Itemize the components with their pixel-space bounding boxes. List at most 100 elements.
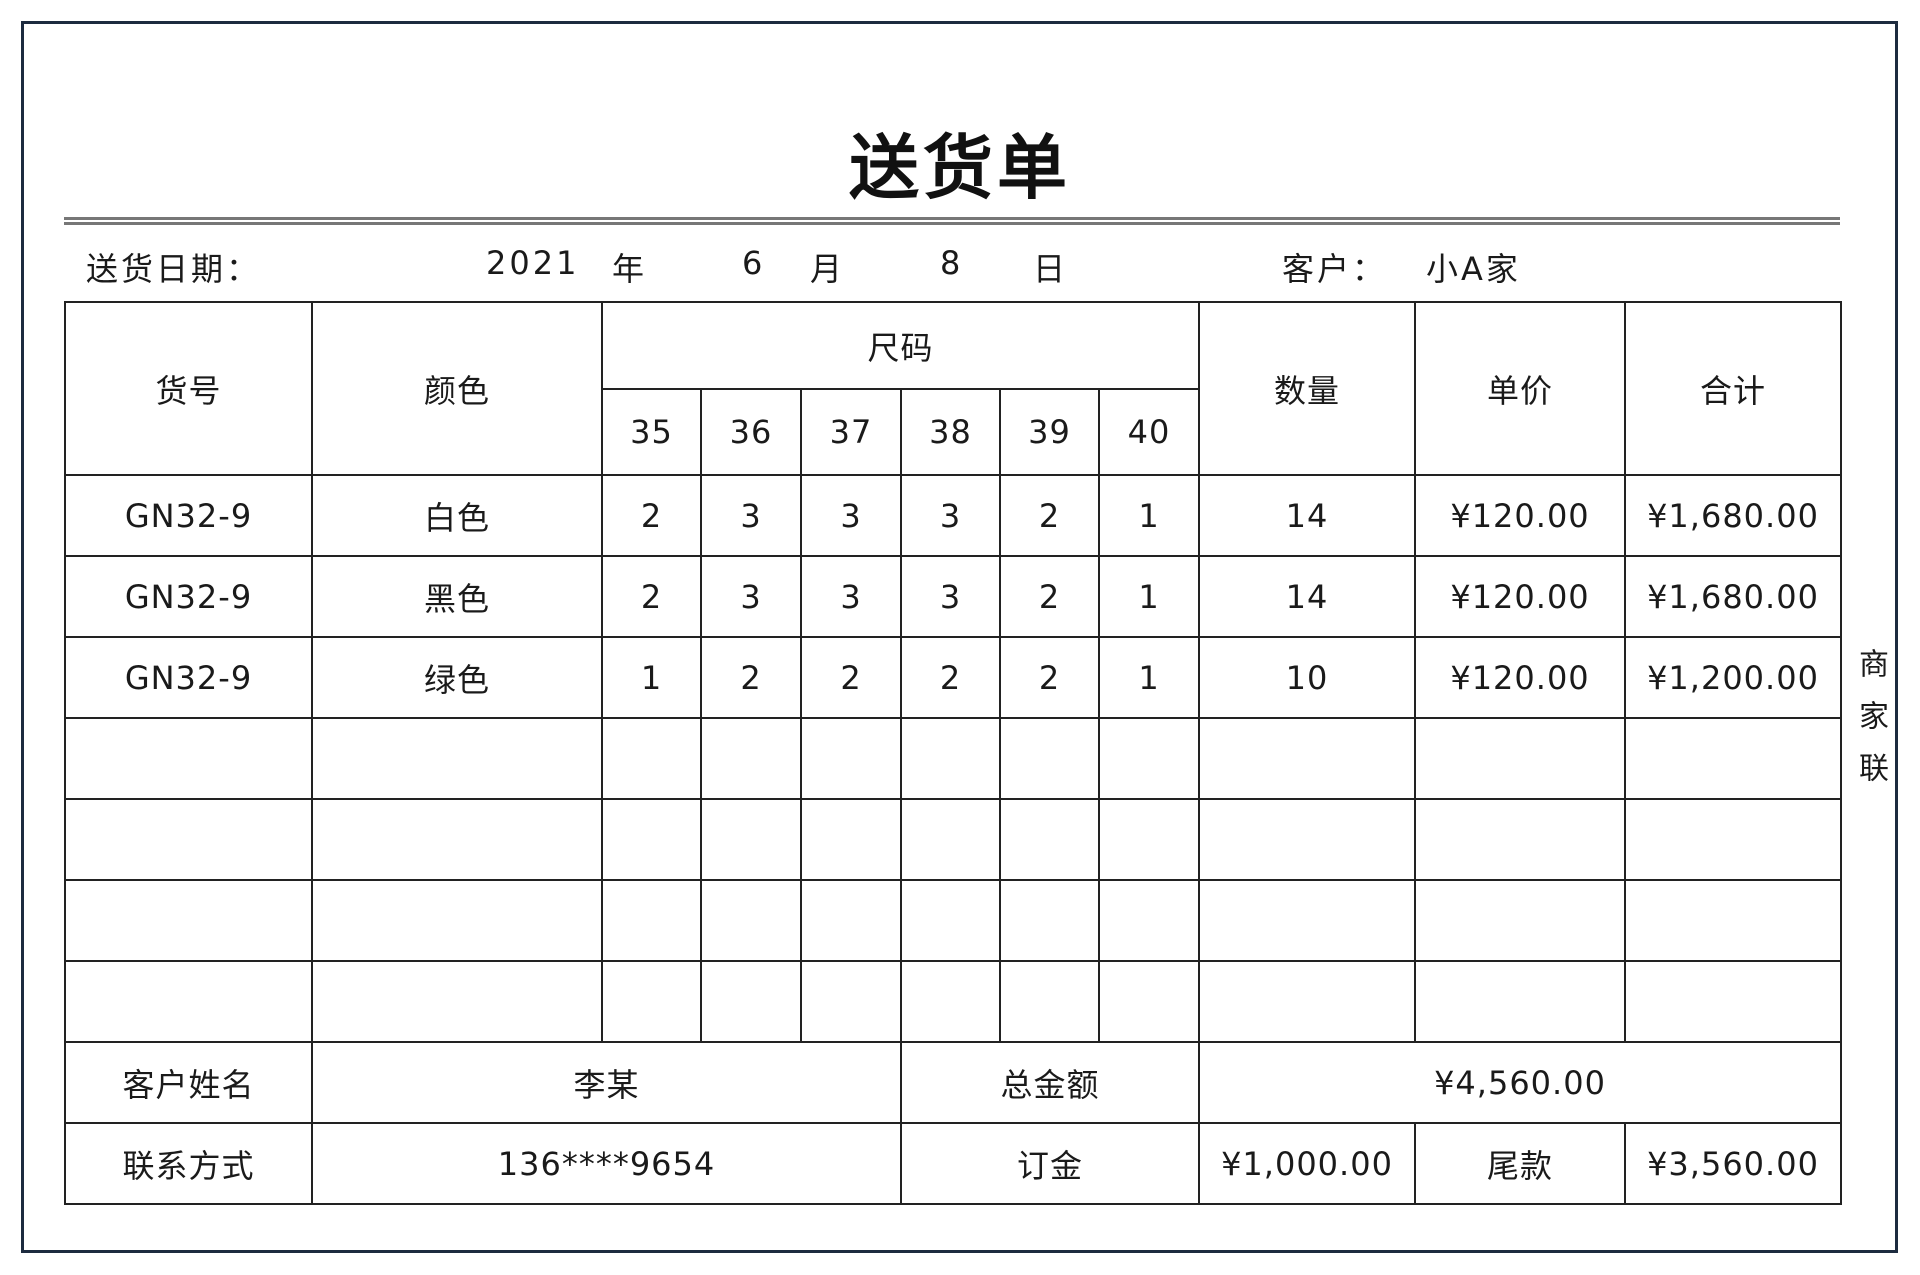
quantity-cell <box>1198 798 1416 881</box>
total-amount: ¥4,560.00 <box>1198 1041 1842 1124</box>
size-qty-cell <box>1098 798 1200 881</box>
quantity-cell: 10 <box>1198 636 1416 719</box>
total-amount-label: 总金额 <box>900 1041 1200 1124</box>
customer-label: 客户： <box>1282 250 1388 288</box>
size-qty-cell <box>700 717 802 800</box>
balance-label: 尾款 <box>1414 1122 1626 1205</box>
size-qty-cell <box>700 879 802 962</box>
quantity-cell <box>1198 960 1416 1043</box>
header-color: 颜色 <box>311 301 603 476</box>
size-qty-cell: 3 <box>700 474 802 557</box>
table-row: GN32-9 白色 2 3 3 3 2 1 14 ¥120.00 ¥1,680.00 <box>64 474 1842 557</box>
item-no-cell <box>64 717 313 800</box>
size-qty-cell: 2 <box>999 474 1100 557</box>
size-qty-cell <box>601 717 702 800</box>
size-37: 37 <box>800 388 902 476</box>
size-qty-cell: 3 <box>900 474 1001 557</box>
size-qty-cell <box>601 960 702 1043</box>
title-divider-second <box>64 222 1840 225</box>
size-qty-cell: 1 <box>1098 636 1200 719</box>
empty-table-row <box>64 798 1842 881</box>
date-month: 6 <box>742 244 766 282</box>
date-label: 送货日期： <box>86 250 262 288</box>
item-no-cell <box>64 879 313 962</box>
total-cell <box>1624 798 1842 881</box>
size-qty-cell <box>1098 717 1200 800</box>
quantity-cell <box>1198 717 1416 800</box>
contact-label: 联系方式 <box>64 1122 313 1205</box>
total-cell <box>1624 717 1842 800</box>
size-qty-cell <box>800 798 902 881</box>
page-title: 送货单 <box>849 127 1071 209</box>
size-qty-cell: 2 <box>999 636 1100 719</box>
size-qty-cell: 3 <box>900 555 1001 638</box>
unit-price-cell: ¥120.00 <box>1414 636 1626 719</box>
total-cell <box>1624 879 1842 962</box>
quantity-cell: 14 <box>1198 555 1416 638</box>
color-cell <box>311 798 603 881</box>
size-qty-cell <box>800 960 902 1043</box>
unit-price-cell <box>1414 879 1626 962</box>
size-qty-cell: 3 <box>700 555 802 638</box>
size-40: 40 <box>1098 388 1200 476</box>
size-qty-cell: 2 <box>999 555 1100 638</box>
delivery-table: 货号 颜色 尺码 数量 单价 合计 35 36 37 38 39 40 GN32… <box>64 301 1842 1205</box>
footer-row-2: 联系方式 136****9654 订金 ¥1,000.00 尾款 ¥3,560.… <box>64 1122 1842 1205</box>
size-qty-cell: 2 <box>601 474 702 557</box>
size-qty-cell: 3 <box>800 555 902 638</box>
table-row: GN32-9 黑色 2 3 3 3 2 1 14 ¥120.00 ¥1,680.00 <box>64 555 1842 638</box>
footer-row-1: 客户姓名 李某 总金额 ¥4,560.00 <box>64 1041 1842 1124</box>
size-qty-cell: 1 <box>1098 555 1200 638</box>
date-year: 2021 <box>486 244 580 282</box>
empty-table-row <box>64 879 1842 962</box>
total-cell: ¥1,200.00 <box>1624 636 1842 719</box>
unit-price-cell: ¥120.00 <box>1414 474 1626 557</box>
document-frame <box>21 21 1898 1253</box>
size-qty-cell <box>900 798 1001 881</box>
total-cell <box>1624 960 1842 1043</box>
empty-table-row <box>64 717 1842 800</box>
size-qty-cell <box>601 879 702 962</box>
unit-price-cell <box>1414 717 1626 800</box>
size-qty-cell <box>700 798 802 881</box>
size-qty-cell: 1 <box>601 636 702 719</box>
header-unit-price: 单价 <box>1414 301 1626 476</box>
size-qty-cell <box>1098 879 1200 962</box>
size-qty-cell <box>900 879 1001 962</box>
size-qty-cell <box>700 960 802 1043</box>
color-cell: 黑色 <box>311 555 603 638</box>
deposit-label: 订金 <box>900 1122 1200 1205</box>
size-qty-cell <box>999 879 1100 962</box>
empty-table-row <box>64 960 1842 1043</box>
table-row: GN32-9 绿色 1 2 2 2 2 1 10 ¥120.00 ¥1,200.00 <box>64 636 1842 719</box>
size-qty-cell <box>1098 960 1200 1043</box>
total-cell: ¥1,680.00 <box>1624 555 1842 638</box>
header-item-no: 货号 <box>64 301 313 476</box>
header-quantity: 数量 <box>1198 301 1416 476</box>
size-qty-cell <box>999 798 1100 881</box>
deposit: ¥1,000.00 <box>1198 1122 1416 1205</box>
customer-value: 小A家 <box>1426 250 1521 288</box>
size-39: 39 <box>999 388 1100 476</box>
item-no-cell: GN32-9 <box>64 636 313 719</box>
unit-price-cell <box>1414 798 1626 881</box>
balance: ¥3,560.00 <box>1624 1122 1842 1205</box>
size-qty-cell <box>900 960 1001 1043</box>
item-no-cell: GN32-9 <box>64 474 313 557</box>
item-no-cell: GN32-9 <box>64 555 313 638</box>
color-cell: 绿色 <box>311 636 603 719</box>
quantity-cell: 14 <box>1198 474 1416 557</box>
item-no-cell <box>64 960 313 1043</box>
unit-price-cell <box>1414 960 1626 1043</box>
color-cell <box>311 717 603 800</box>
size-qty-cell <box>999 960 1100 1043</box>
size-qty-cell <box>900 717 1001 800</box>
date-day-unit: 日 <box>1033 250 1069 288</box>
color-cell <box>311 960 603 1043</box>
color-cell <box>311 879 603 962</box>
side-label: 商家联 <box>1853 648 1888 804</box>
item-no-cell <box>64 798 313 881</box>
size-qty-cell: 3 <box>800 474 902 557</box>
customer-name-label: 客户姓名 <box>64 1041 313 1124</box>
size-header-row: 35 36 37 38 39 40 <box>65 388 1841 476</box>
